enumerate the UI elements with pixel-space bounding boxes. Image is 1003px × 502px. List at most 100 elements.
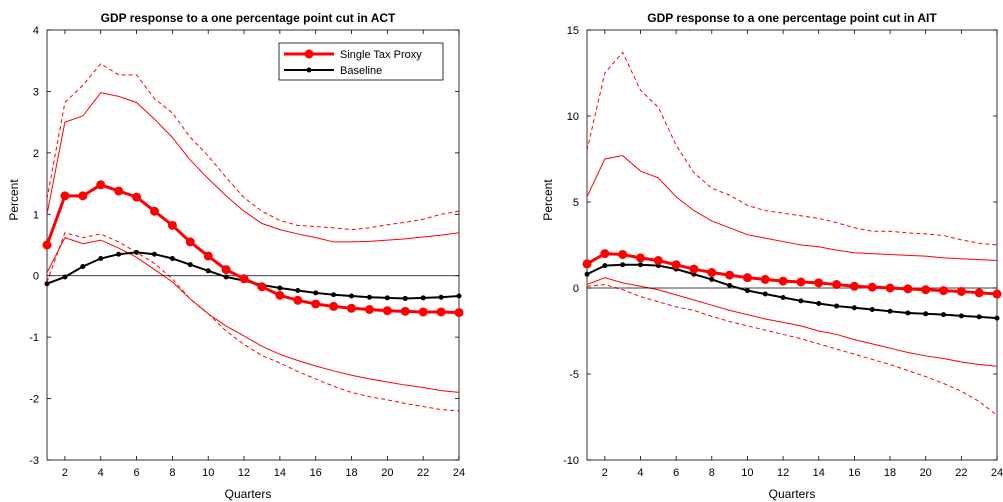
point-single-tax-proxy (78, 191, 88, 201)
point-baseline (151, 251, 157, 257)
point-baseline (456, 293, 462, 299)
x-tick-label: 2 (62, 467, 68, 479)
point-baseline (958, 313, 964, 319)
confidence-band-dashed (586, 51, 998, 246)
x-tick-label: 12 (777, 467, 789, 479)
series-line-baseline (586, 263, 998, 320)
x-tick-label: 16 (310, 467, 322, 479)
point-single-tax-proxy (760, 274, 770, 284)
legend: Single Tax Proxy Baseline (278, 42, 444, 81)
point-baseline (187, 262, 193, 268)
x-tick-label: 6 (673, 467, 679, 479)
point-single-tax-proxy (635, 253, 645, 263)
confidence-band-solid (46, 92, 460, 243)
legend-marker-baseline (306, 67, 312, 73)
point-baseline (384, 295, 390, 301)
point-single-tax-proxy (832, 280, 842, 290)
chart-left-xlabel: Quarters (225, 487, 272, 501)
point-single-tax-proxy (149, 206, 159, 216)
y-tick-label: 3 (33, 86, 39, 98)
x-tick-label: 14 (274, 467, 286, 479)
chart-right: GDP response to a one percentage point c… (541, 11, 1003, 501)
point-single-tax-proxy (418, 307, 428, 317)
confidence-band-solid (46, 237, 460, 393)
x-tick-label: 8 (169, 467, 175, 479)
chart-right-title: GDP response to a one percentage point c… (647, 11, 937, 25)
point-baseline (116, 251, 122, 257)
point-baseline (402, 295, 408, 301)
point-single-tax-proxy (221, 265, 231, 275)
point-baseline (905, 310, 911, 316)
point-baseline (44, 281, 50, 287)
point-baseline (834, 303, 840, 309)
x-tick-label: 10 (202, 467, 214, 479)
point-single-tax-proxy (671, 260, 681, 270)
x-tick-label: 18 (884, 467, 896, 479)
point-single-tax-proxy (132, 192, 142, 202)
point-single-tax-proxy (203, 251, 213, 261)
chart-right-ylabel: Percent (541, 179, 555, 221)
point-single-tax-proxy (742, 273, 752, 283)
point-baseline (637, 262, 643, 268)
point-single-tax-proxy (939, 286, 949, 296)
point-baseline (80, 264, 86, 269)
confidence-band-dashed (46, 232, 460, 412)
legend-marker-single-tax-proxy (304, 49, 314, 59)
point-single-tax-proxy (600, 249, 610, 259)
point-baseline (134, 249, 140, 255)
y-tick-label: 1 (33, 209, 39, 221)
point-baseline (98, 256, 104, 262)
point-baseline (709, 276, 715, 282)
point-baseline (923, 311, 929, 317)
x-tick-label: 20 (920, 467, 932, 479)
chart-left-title: GDP response to a one percentage point c… (101, 11, 396, 25)
point-single-tax-proxy (185, 237, 195, 247)
point-baseline (994, 315, 1000, 321)
y-tick-label: 0 (573, 283, 579, 295)
point-single-tax-proxy (974, 288, 984, 298)
point-single-tax-proxy (992, 289, 1002, 299)
point-single-tax-proxy (956, 286, 966, 296)
y-tick-label: -5 (569, 369, 579, 381)
x-tick-label: 22 (417, 467, 429, 479)
x-tick-label: 4 (637, 467, 643, 479)
x-tick-label: 14 (813, 467, 825, 479)
chart-left: GDP response to a one percentage point c… (7, 11, 465, 501)
x-tick-label: 4 (98, 467, 104, 479)
point-single-tax-proxy (618, 249, 628, 259)
point-baseline (620, 262, 626, 268)
point-single-tax-proxy (707, 268, 717, 278)
point-baseline (295, 287, 301, 293)
x-tick-label: 10 (741, 467, 753, 479)
point-baseline (851, 305, 857, 311)
point-single-tax-proxy (454, 308, 464, 318)
point-baseline (277, 285, 283, 291)
point-baseline (331, 292, 337, 298)
point-single-tax-proxy (903, 284, 913, 294)
y-tick-label: 0 (33, 271, 39, 283)
point-single-tax-proxy (257, 282, 267, 292)
point-baseline (941, 312, 947, 318)
point-single-tax-proxy (689, 264, 699, 274)
point-baseline (869, 307, 875, 312)
point-baseline (744, 288, 750, 294)
chart-left-ylabel: Percent (7, 179, 21, 221)
point-baseline (223, 274, 229, 280)
x-tick-label: 22 (955, 467, 967, 479)
x-tick-label: 20 (381, 467, 393, 479)
x-tick-label: 2 (602, 467, 608, 479)
confidence-band-solid (586, 155, 998, 261)
point-single-tax-proxy (167, 220, 177, 230)
point-baseline (366, 294, 372, 300)
point-baseline (349, 293, 355, 299)
point-single-tax-proxy (42, 240, 52, 250)
point-baseline (584, 271, 590, 277)
point-single-tax-proxy (364, 305, 374, 314)
point-single-tax-proxy (347, 303, 357, 313)
plot-frame (586, 29, 998, 461)
point-single-tax-proxy (814, 278, 824, 288)
y-tick-label: -2 (29, 394, 39, 406)
legend-label-baseline: Baseline (340, 65, 382, 77)
y-tick-label: -3 (29, 455, 39, 467)
point-baseline (887, 308, 893, 314)
